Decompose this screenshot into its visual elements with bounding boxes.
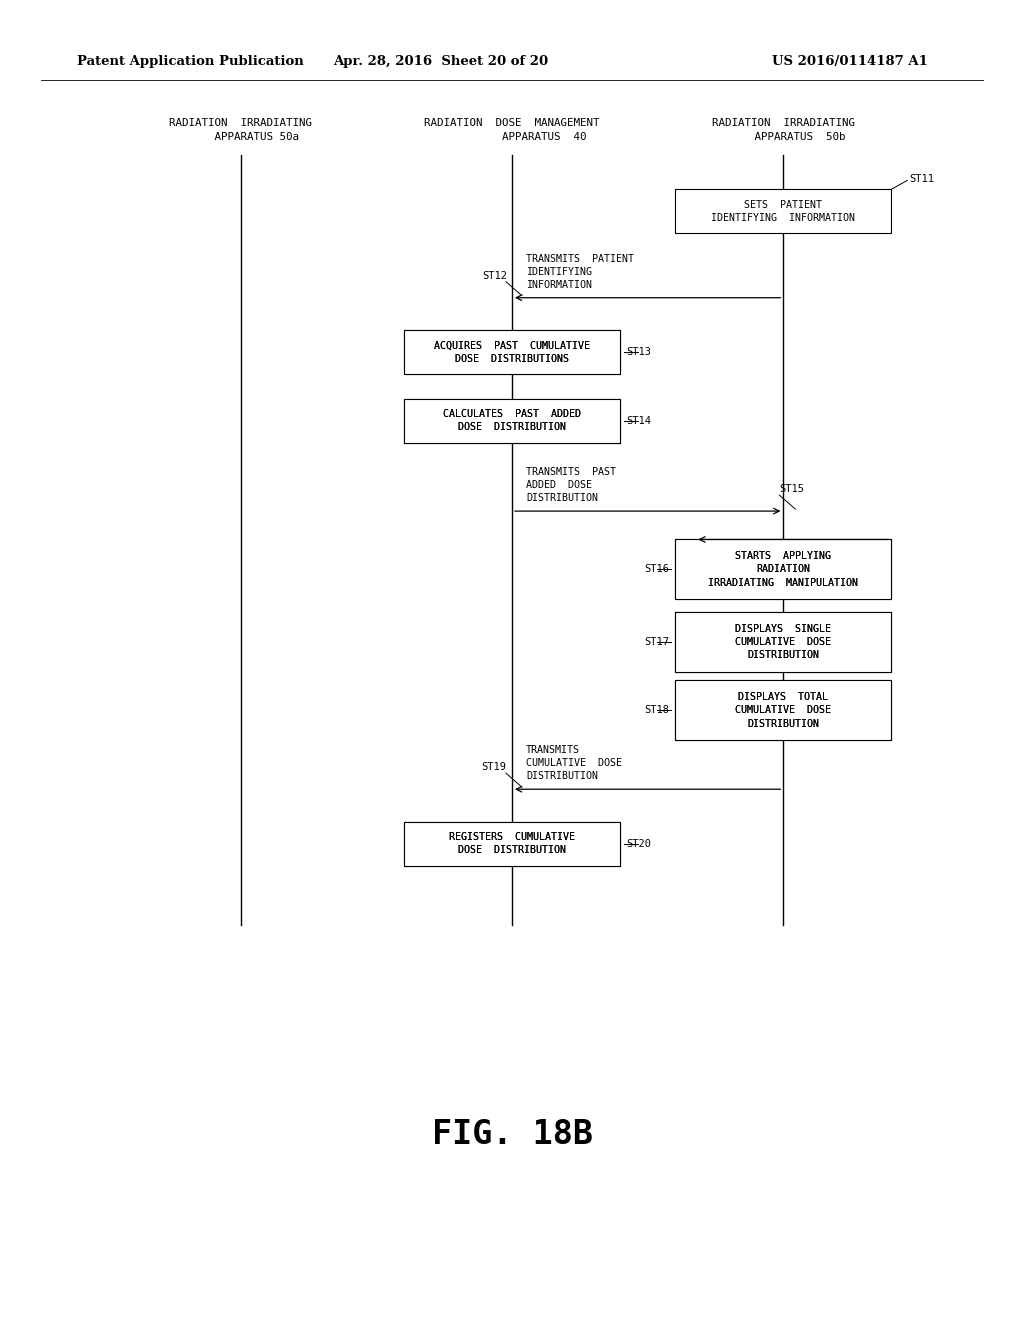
Text: STARTS  APPLYING
RADIATION
IRRADIATING  MANIPULATION: STARTS APPLYING RADIATION IRRADIATING MA… <box>709 552 858 587</box>
Text: REGISTERS  CUMULATIVE
DOSE  DISTRIBUTION: REGISTERS CUMULATIVE DOSE DISTRIBUTION <box>449 832 575 855</box>
Text: ST14: ST14 <box>626 416 651 426</box>
Bar <box>676 540 891 599</box>
Bar <box>676 612 891 672</box>
Bar <box>404 330 620 375</box>
Text: RADIATION  IRRADIATING
     APPARATUS 50a: RADIATION IRRADIATING APPARATUS 50a <box>169 117 312 143</box>
Bar <box>404 822 620 866</box>
Bar <box>676 680 891 741</box>
Text: CALCULATES  PAST  ADDED
DOSE  DISTRIBUTION: CALCULATES PAST ADDED DOSE DISTRIBUTION <box>443 409 581 433</box>
Bar <box>676 189 891 234</box>
Bar <box>404 822 620 866</box>
Bar <box>676 540 891 599</box>
Text: ACQUIRES  PAST  CUMULATIVE
DOSE  DISTRIBUTIONS: ACQUIRES PAST CUMULATIVE DOSE DISTRIBUTI… <box>434 341 590 364</box>
Text: STARTS  APPLYING
RADIATION
IRRADIATING  MANIPULATION: STARTS APPLYING RADIATION IRRADIATING MA… <box>709 552 858 587</box>
Bar <box>676 680 891 741</box>
Text: ACQUIRES  PAST  CUMULATIVE
DOSE  DISTRIBUTIONS: ACQUIRES PAST CUMULATIVE DOSE DISTRIBUTI… <box>434 341 590 364</box>
Text: TRANSMITS  PAST
ADDED  DOSE
DISTRIBUTION: TRANSMITS PAST ADDED DOSE DISTRIBUTION <box>526 467 616 503</box>
Text: Apr. 28, 2016  Sheet 20 of 20: Apr. 28, 2016 Sheet 20 of 20 <box>333 55 548 69</box>
Text: SETS  PATIENT
IDENTIFYING  INFORMATION: SETS PATIENT IDENTIFYING INFORMATION <box>712 199 855 223</box>
Text: RADIATION  DOSE  MANAGEMENT
          APPARATUS  40: RADIATION DOSE MANAGEMENT APPARATUS 40 <box>424 117 600 143</box>
Text: TRANSMITS  PATIENT
IDENTIFYING
INFORMATION: TRANSMITS PATIENT IDENTIFYING INFORMATIO… <box>526 253 634 290</box>
Text: DISPLAYS  SINGLE
CUMULATIVE  DOSE
DISTRIBUTION: DISPLAYS SINGLE CUMULATIVE DOSE DISTRIBU… <box>735 623 831 660</box>
Text: REGISTERS  CUMULATIVE
DOSE  DISTRIBUTION: REGISTERS CUMULATIVE DOSE DISTRIBUTION <box>449 832 575 855</box>
Text: ST19: ST19 <box>481 762 506 772</box>
Text: ST20: ST20 <box>626 838 651 849</box>
Text: CALCULATES  PAST  ADDED
DOSE  DISTRIBUTION: CALCULATES PAST ADDED DOSE DISTRIBUTION <box>443 409 581 433</box>
Text: ST17: ST17 <box>644 636 670 647</box>
Bar <box>404 399 620 444</box>
Text: DISPLAYS  TOTAL
CUMULATIVE  DOSE
DISTRIBUTION: DISPLAYS TOTAL CUMULATIVE DOSE DISTRIBUT… <box>735 692 831 729</box>
Text: Patent Application Publication: Patent Application Publication <box>77 55 303 69</box>
Text: RADIATION  IRRADIATING
     APPARATUS  50b: RADIATION IRRADIATING APPARATUS 50b <box>712 117 855 143</box>
Text: DISPLAYS  SINGLE
CUMULATIVE  DOSE
DISTRIBUTION: DISPLAYS SINGLE CUMULATIVE DOSE DISTRIBU… <box>735 623 831 660</box>
Text: ST13: ST13 <box>626 347 651 358</box>
Bar <box>404 330 620 375</box>
Text: ST15: ST15 <box>779 484 805 494</box>
Text: DISPLAYS  TOTAL
CUMULATIVE  DOSE
DISTRIBUTION: DISPLAYS TOTAL CUMULATIVE DOSE DISTRIBUT… <box>735 692 831 729</box>
Text: FIG. 18B: FIG. 18B <box>431 1118 593 1151</box>
Text: ST18: ST18 <box>644 705 670 715</box>
Text: ST16: ST16 <box>644 565 670 574</box>
Bar <box>676 612 891 672</box>
Text: TRANSMITS
CUMULATIVE  DOSE
DISTRIBUTION: TRANSMITS CUMULATIVE DOSE DISTRIBUTION <box>526 744 622 781</box>
Text: US 2016/0114187 A1: US 2016/0114187 A1 <box>772 55 928 69</box>
Text: ST11: ST11 <box>909 174 934 185</box>
Text: ST12: ST12 <box>482 271 507 281</box>
Bar <box>404 399 620 444</box>
